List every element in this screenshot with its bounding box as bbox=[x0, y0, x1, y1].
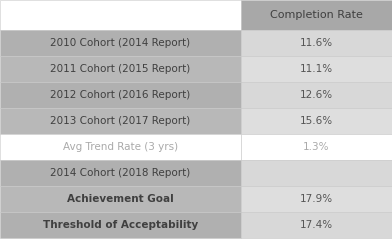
Text: 2013 Cohort (2017 Report): 2013 Cohort (2017 Report) bbox=[51, 116, 191, 126]
Bar bbox=[0, 0, 241, 30]
Bar bbox=[241, 82, 392, 108]
Bar bbox=[0, 160, 241, 186]
Bar bbox=[0, 134, 241, 160]
Text: 2014 Cohort (2018 Report): 2014 Cohort (2018 Report) bbox=[51, 168, 191, 178]
Text: 1.3%: 1.3% bbox=[303, 142, 330, 152]
Text: 17.4%: 17.4% bbox=[300, 220, 333, 230]
Bar bbox=[0, 108, 241, 134]
Text: Threshold of Acceptability: Threshold of Acceptability bbox=[43, 220, 198, 230]
Bar bbox=[241, 30, 392, 56]
Bar bbox=[0, 56, 241, 82]
Bar bbox=[0, 82, 241, 108]
Text: 11.6%: 11.6% bbox=[300, 38, 333, 48]
Bar bbox=[241, 212, 392, 238]
Bar bbox=[0, 30, 241, 56]
Text: 11.1%: 11.1% bbox=[300, 64, 333, 74]
Bar bbox=[241, 0, 392, 30]
Bar bbox=[241, 108, 392, 134]
Text: 2012 Cohort (2016 Report): 2012 Cohort (2016 Report) bbox=[51, 90, 191, 100]
Text: 17.9%: 17.9% bbox=[300, 194, 333, 204]
Bar bbox=[241, 134, 392, 160]
Text: 2011 Cohort (2015 Report): 2011 Cohort (2015 Report) bbox=[51, 64, 191, 74]
Text: 15.6%: 15.6% bbox=[300, 116, 333, 126]
Bar bbox=[241, 56, 392, 82]
Text: 2010 Cohort (2014 Report): 2010 Cohort (2014 Report) bbox=[51, 38, 191, 48]
Text: Avg Trend Rate (3 yrs): Avg Trend Rate (3 yrs) bbox=[63, 142, 178, 152]
Text: 12.6%: 12.6% bbox=[300, 90, 333, 100]
Bar bbox=[241, 160, 392, 186]
Bar bbox=[241, 186, 392, 212]
Text: Completion Rate: Completion Rate bbox=[270, 10, 363, 20]
Bar bbox=[0, 212, 241, 238]
Text: Achievement Goal: Achievement Goal bbox=[67, 194, 174, 204]
Bar bbox=[0, 186, 241, 212]
